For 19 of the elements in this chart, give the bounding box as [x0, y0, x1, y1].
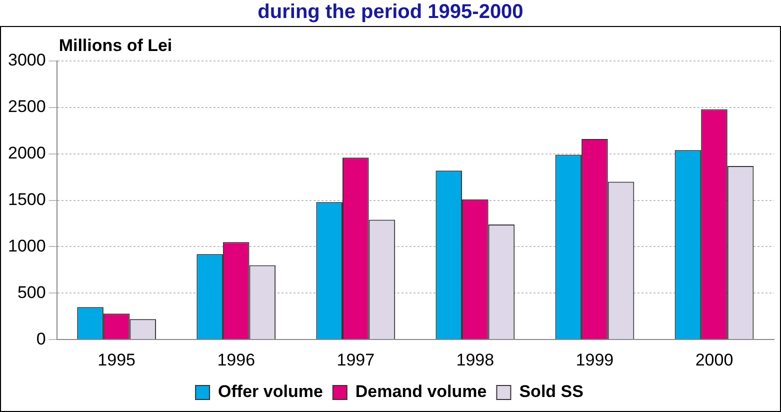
- x-tick-label: 1995: [98, 350, 136, 370]
- y-tick-label: 1500: [8, 190, 46, 209]
- chart-title: during the period 1995-2000: [256, 0, 524, 25]
- x-tick-label: 2000: [695, 350, 734, 370]
- y-tick-label: 0: [36, 329, 46, 348]
- y-tick-label: 500: [17, 282, 46, 302]
- y-tick-label: 2000: [8, 144, 46, 163]
- x-tick-label: 1997: [336, 350, 375, 370]
- y-tick-label: 3000: [8, 50, 46, 70]
- y-axis-title: Millions of Lei: [58, 36, 172, 56]
- legend-label: Offer volume: [218, 382, 323, 402]
- legend-label: Sold SS: [519, 382, 584, 402]
- y-tick-label: 2500: [8, 97, 46, 116]
- x-tick-label: 1999: [576, 350, 614, 370]
- chart-frame: Offer volume Demand volume Sold SS 1995 1996 1997 1998 1999 2000 0 500 1000 1500 2000 2500 3000 Millions of Lei: [0, 26, 781, 412]
- x-tick-label: 1996: [217, 350, 256, 370]
- legend-label: Demand volume: [355, 382, 487, 402]
- y-tick-label: 1000: [8, 236, 46, 256]
- x-tick-label: 1998: [456, 350, 494, 370]
